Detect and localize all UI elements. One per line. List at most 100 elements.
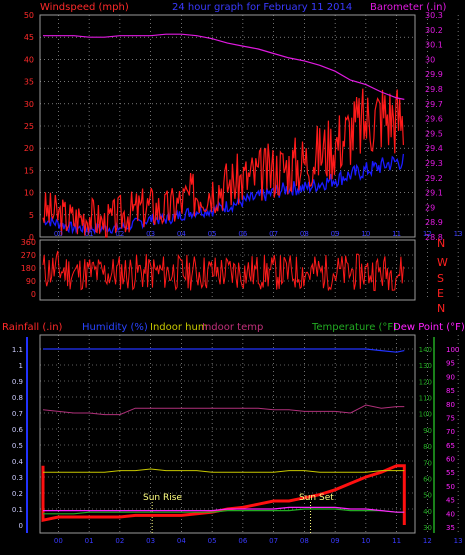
sun-set-label: Sun Set — [299, 493, 334, 503]
rain-x-tick-label: 13 — [454, 537, 463, 545]
wind-x-tick-label: 08 — [300, 230, 309, 238]
baro-y-tick-label: 29.7 — [425, 100, 443, 109]
legend-indoor-hum: Indoor hum — [150, 322, 208, 333]
wind-y-tick-label: 40 — [24, 55, 34, 64]
barometer-line — [43, 33, 405, 100]
temp-y-tick-label: 40 — [423, 508, 432, 516]
dew-y-tick-label: 65 — [446, 442, 455, 450]
dew-y-tick-label: 100 — [446, 346, 459, 354]
wind-y-tick-label: 30 — [24, 100, 34, 109]
dew-y-tick-label: 85 — [446, 387, 455, 395]
baro-y-tick-label: 29.4 — [425, 144, 443, 153]
rain-y-tick-label: 0.6 — [12, 426, 24, 434]
legend-temperature: Temperature (°F) — [311, 322, 397, 333]
barometer-axis-title: Barometer (.in) — [370, 2, 446, 13]
wind-x-tick-label: 10 — [361, 230, 370, 238]
baro-y-tick-label: 30.1 — [425, 41, 443, 50]
dew-y-tick-label: 70 — [446, 428, 455, 436]
temp-y-tick-label: 140 — [419, 346, 432, 354]
indoor-hum-line — [43, 468, 405, 473]
sun-rise-label: Sun Rise — [143, 493, 182, 503]
wind-direction-line — [42, 250, 404, 292]
baro-y-tick-label: 28.8 — [425, 233, 443, 242]
wind-x-tick-label: 06 — [238, 230, 247, 238]
dew-y-tick-label: 90 — [446, 373, 455, 381]
temp-y-tick-label: 30 — [423, 524, 432, 532]
baro-y-tick-label: 30.2 — [425, 26, 443, 35]
dir-label-e: E — [437, 287, 444, 300]
indoor-temp-line — [42, 404, 405, 416]
temp-y-tick-label: 80 — [423, 443, 432, 451]
wind-x-tick-label: 04 — [177, 230, 186, 238]
rain-y-tick-label: 0 — [19, 522, 23, 530]
dew-point-f-line — [43, 506, 405, 513]
dew-y-tick-label: 50 — [446, 483, 455, 491]
wind-y-tick-label: 0 — [29, 233, 34, 242]
dew-y-tick-label: 35 — [446, 524, 455, 532]
rain-y-tick-label: 1.1 — [12, 346, 23, 354]
legend-indoor-temp: Indoor temp — [202, 322, 263, 333]
rain-x-tick-label: 11 — [392, 537, 401, 545]
dew-y-tick-label: 55 — [446, 469, 455, 477]
windspeed-line — [42, 88, 404, 238]
grid-layer — [26, 15, 459, 533]
rain-y-tick-label: 0.2 — [12, 490, 23, 498]
rain-y-tick-label: 0.4 — [12, 458, 24, 466]
dir-y-tick-label: 0 — [31, 290, 36, 299]
temp-y-tick-label: 110 — [419, 395, 432, 403]
wind-x-tick-label: 01 — [85, 230, 94, 238]
temp-y-tick-label: 130 — [419, 362, 432, 370]
windspeed-axis-title: Windspeed (mph) — [40, 2, 129, 13]
dir-label-w: W — [437, 256, 448, 269]
rain-x-tick-label: 06 — [238, 537, 247, 545]
baro-y-tick-label: 29.2 — [425, 174, 443, 183]
wind-x-tick-label: 11 — [392, 230, 401, 238]
rain-x-tick-label: 03 — [146, 537, 155, 545]
dir-label-s: S — [437, 272, 444, 285]
rain-x-tick-label: 01 — [85, 537, 94, 545]
wind-x-tick-label: 07 — [269, 230, 278, 238]
baro-y-tick-label: 29.6 — [425, 115, 443, 124]
wind-x-tick-label: 09 — [331, 230, 340, 238]
baro-y-tick-label: 30.3 — [425, 11, 443, 20]
baro-y-tick-label: 30 — [425, 55, 435, 64]
dew-y-tick-label: 80 — [446, 401, 455, 409]
temp-y-tick-label: 120 — [419, 378, 432, 386]
wind-x-tick-label: 03 — [146, 230, 155, 238]
rain-y-tick-label: 0.9 — [12, 378, 23, 386]
wind-y-tick-label: 15 — [24, 166, 34, 175]
graph-title: 24 hour graph for February 11 2014 — [172, 2, 352, 13]
rain-x-tick-label: 08 — [300, 537, 309, 545]
rain-x-tick-label: 12 — [423, 537, 432, 545]
wind-x-tick-label: 05 — [208, 230, 217, 238]
dir-label-n-top: N — [437, 237, 445, 250]
temp-y-tick-label: 70 — [423, 459, 432, 467]
rain-x-tick-label: 10 — [361, 537, 370, 545]
legend-dew-point: Dew Point (°F) — [393, 322, 465, 333]
rain-x-tick-label: 04 — [177, 537, 186, 545]
baro-y-tick-label: 29.3 — [425, 159, 443, 168]
baro-y-tick-label: 29.9 — [425, 70, 443, 79]
baro-y-tick-label: 29 — [425, 203, 435, 212]
wind-y-tick-label: 35 — [24, 78, 34, 87]
dir-y-tick-label: 360 — [21, 238, 36, 247]
legend-humidity: Humidity (%) — [82, 322, 148, 333]
legend-rainfall: Rainfall (.in) — [2, 322, 63, 333]
temp-y-tick-label: 60 — [423, 475, 432, 483]
rain-y-tick-label: 0.3 — [12, 474, 23, 482]
wind-y-tick-label: 45 — [24, 33, 34, 42]
baro-y-tick-label: 29.1 — [425, 189, 443, 198]
temp-y-tick-label: 50 — [423, 492, 432, 500]
dew-y-tick-label: 95 — [446, 360, 455, 368]
wind-y-tick-label: 50 — [24, 11, 34, 20]
wind-y-tick-label: 20 — [24, 144, 34, 153]
wind-x-tick-label: 13 — [454, 230, 463, 238]
wind-y-tick-label: 25 — [24, 122, 34, 131]
dew-y-tick-label: 75 — [446, 414, 455, 422]
wind-y-tick-label: 5 — [29, 211, 34, 220]
wind-y-tick-label: 10 — [24, 189, 34, 198]
dir-y-tick-label: 180 — [21, 264, 36, 273]
baro-y-tick-label: 29.5 — [425, 129, 443, 138]
dir-label-n-bottom: N — [437, 302, 445, 315]
